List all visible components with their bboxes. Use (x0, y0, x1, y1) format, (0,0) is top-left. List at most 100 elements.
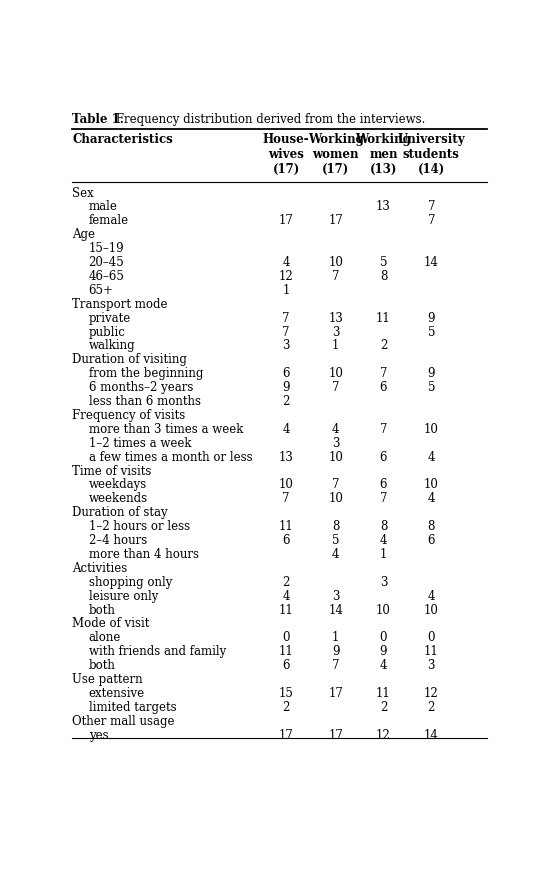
Text: weekdays: weekdays (88, 479, 147, 492)
Text: 5: 5 (380, 256, 387, 269)
Text: both: both (88, 659, 115, 672)
Text: yes: yes (88, 729, 108, 741)
Text: 6: 6 (380, 479, 387, 492)
Text: 6: 6 (428, 534, 435, 547)
Text: Mode of visit: Mode of visit (73, 617, 150, 630)
Text: limited targets: limited targets (88, 701, 176, 714)
Text: weekends: weekends (88, 493, 147, 506)
Text: 9: 9 (428, 311, 435, 324)
Text: Duration of visiting: Duration of visiting (73, 353, 187, 366)
Text: 1–2 hours or less: 1–2 hours or less (88, 520, 189, 533)
Text: 10: 10 (424, 423, 439, 436)
Text: 10: 10 (328, 451, 343, 464)
Text: 3: 3 (332, 325, 340, 338)
Text: 17: 17 (328, 687, 343, 700)
Text: female: female (88, 215, 129, 228)
Text: 4: 4 (282, 423, 290, 436)
Text: 3: 3 (428, 659, 435, 672)
Text: 4: 4 (428, 493, 435, 506)
Text: both: both (88, 603, 115, 617)
Text: 7: 7 (332, 659, 340, 672)
Text: Working
men
(13): Working men (13) (355, 133, 412, 176)
Text: 1: 1 (380, 548, 387, 561)
Text: 2: 2 (380, 339, 387, 352)
Text: Other mall usage: Other mall usage (73, 715, 175, 728)
Text: 5: 5 (332, 534, 340, 547)
Text: male: male (88, 201, 117, 214)
Text: 3: 3 (380, 576, 387, 589)
Text: 10: 10 (328, 256, 343, 269)
Text: 7: 7 (332, 270, 340, 283)
Text: more than 4 hours: more than 4 hours (88, 548, 199, 561)
Text: 9: 9 (428, 367, 435, 380)
Text: 7: 7 (428, 215, 435, 228)
Text: 3: 3 (332, 589, 340, 603)
Text: 12: 12 (279, 270, 294, 283)
Text: University
students
(14): University students (14) (397, 133, 465, 176)
Text: 0: 0 (282, 631, 290, 644)
Text: with friends and family: with friends and family (88, 645, 226, 658)
Text: 13: 13 (279, 451, 294, 464)
Text: Frequency of visits: Frequency of visits (73, 409, 186, 422)
Text: 4: 4 (380, 659, 387, 672)
Text: 8: 8 (380, 270, 387, 283)
Text: 5: 5 (428, 325, 435, 338)
Text: 6: 6 (282, 534, 290, 547)
Text: less than 6 months: less than 6 months (88, 395, 200, 408)
Text: Age: Age (73, 228, 96, 242)
Text: 8: 8 (380, 520, 387, 533)
Text: 0: 0 (380, 631, 387, 644)
Text: 2: 2 (380, 701, 387, 714)
Text: 4: 4 (380, 534, 387, 547)
Text: 17: 17 (279, 215, 294, 228)
Text: 2: 2 (282, 395, 290, 408)
Text: 2: 2 (282, 701, 290, 714)
Text: 4: 4 (428, 451, 435, 464)
Text: 6: 6 (282, 367, 290, 380)
Text: 11: 11 (279, 603, 294, 617)
Text: 7: 7 (282, 325, 290, 338)
Text: 7: 7 (332, 381, 340, 394)
Text: 11: 11 (424, 645, 438, 658)
Text: 10: 10 (328, 367, 343, 380)
Text: 7: 7 (332, 479, 340, 492)
Text: leisure only: leisure only (88, 589, 158, 603)
Text: 9: 9 (282, 381, 290, 394)
Text: public: public (88, 325, 126, 338)
Text: 17: 17 (279, 729, 294, 741)
Text: 4: 4 (332, 548, 340, 561)
Text: 11: 11 (376, 311, 391, 324)
Text: 0: 0 (428, 631, 435, 644)
Text: Working
women
(17): Working women (17) (308, 133, 364, 176)
Text: 12: 12 (376, 729, 391, 741)
Text: Use pattern: Use pattern (73, 673, 143, 686)
Text: 9: 9 (380, 645, 387, 658)
Text: 4: 4 (332, 423, 340, 436)
Text: 2–4 hours: 2–4 hours (88, 534, 147, 547)
Text: 1: 1 (332, 631, 340, 644)
Text: 12: 12 (424, 687, 438, 700)
Text: 10: 10 (424, 479, 439, 492)
Text: 10: 10 (328, 493, 343, 506)
Text: 7: 7 (380, 367, 387, 380)
Text: Duration of stay: Duration of stay (73, 507, 168, 519)
Text: 6 months–2 years: 6 months–2 years (88, 381, 193, 394)
Text: 4: 4 (428, 589, 435, 603)
Text: Sex: Sex (73, 187, 94, 200)
Text: 6: 6 (282, 659, 290, 672)
Text: more than 3 times a week: more than 3 times a week (88, 423, 243, 436)
Text: 7: 7 (282, 311, 290, 324)
Text: 5: 5 (428, 381, 435, 394)
Text: Transport mode: Transport mode (73, 297, 168, 310)
Text: 2: 2 (428, 701, 435, 714)
Text: 7: 7 (428, 201, 435, 214)
Text: 11: 11 (279, 645, 294, 658)
Text: Table 1.: Table 1. (73, 112, 124, 126)
Text: 1: 1 (332, 339, 340, 352)
Text: 1–2 times a week: 1–2 times a week (88, 437, 191, 450)
Text: 7: 7 (380, 423, 387, 436)
Text: 10: 10 (376, 603, 391, 617)
Text: Time of visits: Time of visits (73, 465, 152, 478)
Text: 17: 17 (328, 215, 343, 228)
Text: 1: 1 (282, 284, 290, 296)
